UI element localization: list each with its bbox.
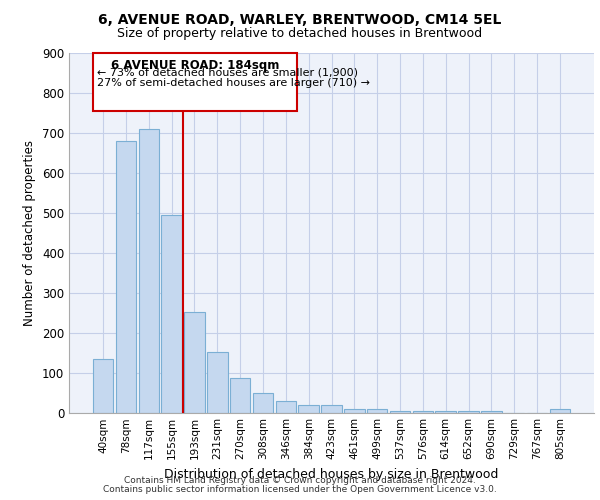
Bar xyxy=(436,410,456,412)
Text: Contains HM Land Registry data © Crown copyright and database right 2024.: Contains HM Land Registry data © Crown c… xyxy=(124,476,476,485)
Text: Contains public sector information licensed under the Open Government Licence v3: Contains public sector information licen… xyxy=(103,485,497,494)
Bar xyxy=(93,52,297,110)
Bar xyxy=(367,408,388,412)
Text: 6, AVENUE ROAD, WARLEY, BRENTWOOD, CM14 5EL: 6, AVENUE ROAD, WARLEY, BRENTWOOD, CM14 … xyxy=(98,12,502,26)
Bar xyxy=(184,312,205,412)
Bar xyxy=(321,404,342,412)
Bar xyxy=(93,358,113,412)
Bar xyxy=(481,410,502,412)
Text: 6 AVENUE ROAD: 184sqm: 6 AVENUE ROAD: 184sqm xyxy=(111,60,279,72)
Bar xyxy=(550,410,570,412)
Bar xyxy=(139,128,159,412)
Bar xyxy=(253,392,273,412)
Bar xyxy=(390,410,410,412)
Text: 27% of semi-detached houses are larger (710) →: 27% of semi-detached houses are larger (… xyxy=(97,78,370,88)
Bar xyxy=(413,410,433,412)
Bar xyxy=(230,378,250,412)
Bar xyxy=(207,352,227,412)
Bar xyxy=(298,404,319,412)
Text: ← 73% of detached houses are smaller (1,900): ← 73% of detached houses are smaller (1,… xyxy=(97,68,358,78)
Bar xyxy=(161,216,182,412)
Bar xyxy=(275,402,296,412)
Y-axis label: Number of detached properties: Number of detached properties xyxy=(23,140,37,326)
Bar xyxy=(116,142,136,412)
Bar xyxy=(344,408,365,412)
Bar xyxy=(458,410,479,412)
Text: Size of property relative to detached houses in Brentwood: Size of property relative to detached ho… xyxy=(118,28,482,40)
X-axis label: Distribution of detached houses by size in Brentwood: Distribution of detached houses by size … xyxy=(164,468,499,481)
